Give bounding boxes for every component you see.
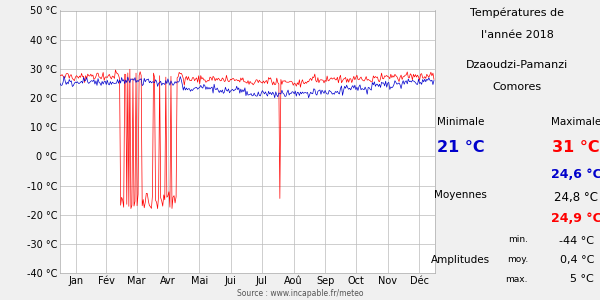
Text: Minimale: Minimale xyxy=(437,117,484,127)
Text: moy.: moy. xyxy=(507,255,528,264)
Text: 24,8 °C: 24,8 °C xyxy=(554,190,598,203)
Text: Amplitudes: Amplitudes xyxy=(431,255,490,265)
Text: Maximale: Maximale xyxy=(551,117,600,127)
Text: 5 °C: 5 °C xyxy=(570,274,594,284)
Text: 31 °C: 31 °C xyxy=(552,140,600,154)
Text: max.: max. xyxy=(505,274,528,284)
Text: 24,6 °C: 24,6 °C xyxy=(551,168,600,181)
Text: 21 °C: 21 °C xyxy=(437,140,485,154)
Text: min.: min. xyxy=(508,236,528,244)
Text: l'année 2018: l'année 2018 xyxy=(481,30,554,40)
Text: -44 °C: -44 °C xyxy=(559,236,594,245)
Text: Températures de: Températures de xyxy=(470,8,564,18)
Text: 0,4 °C: 0,4 °C xyxy=(560,255,594,265)
Text: 24,9 °C: 24,9 °C xyxy=(551,212,600,224)
Text: Source : www.incapable.fr/meteo: Source : www.incapable.fr/meteo xyxy=(237,290,363,298)
Text: Comores: Comores xyxy=(493,82,542,92)
Text: Dzaoudzi-Pamanzi: Dzaoudzi-Pamanzi xyxy=(466,60,568,70)
Text: Moyennes: Moyennes xyxy=(434,190,487,200)
